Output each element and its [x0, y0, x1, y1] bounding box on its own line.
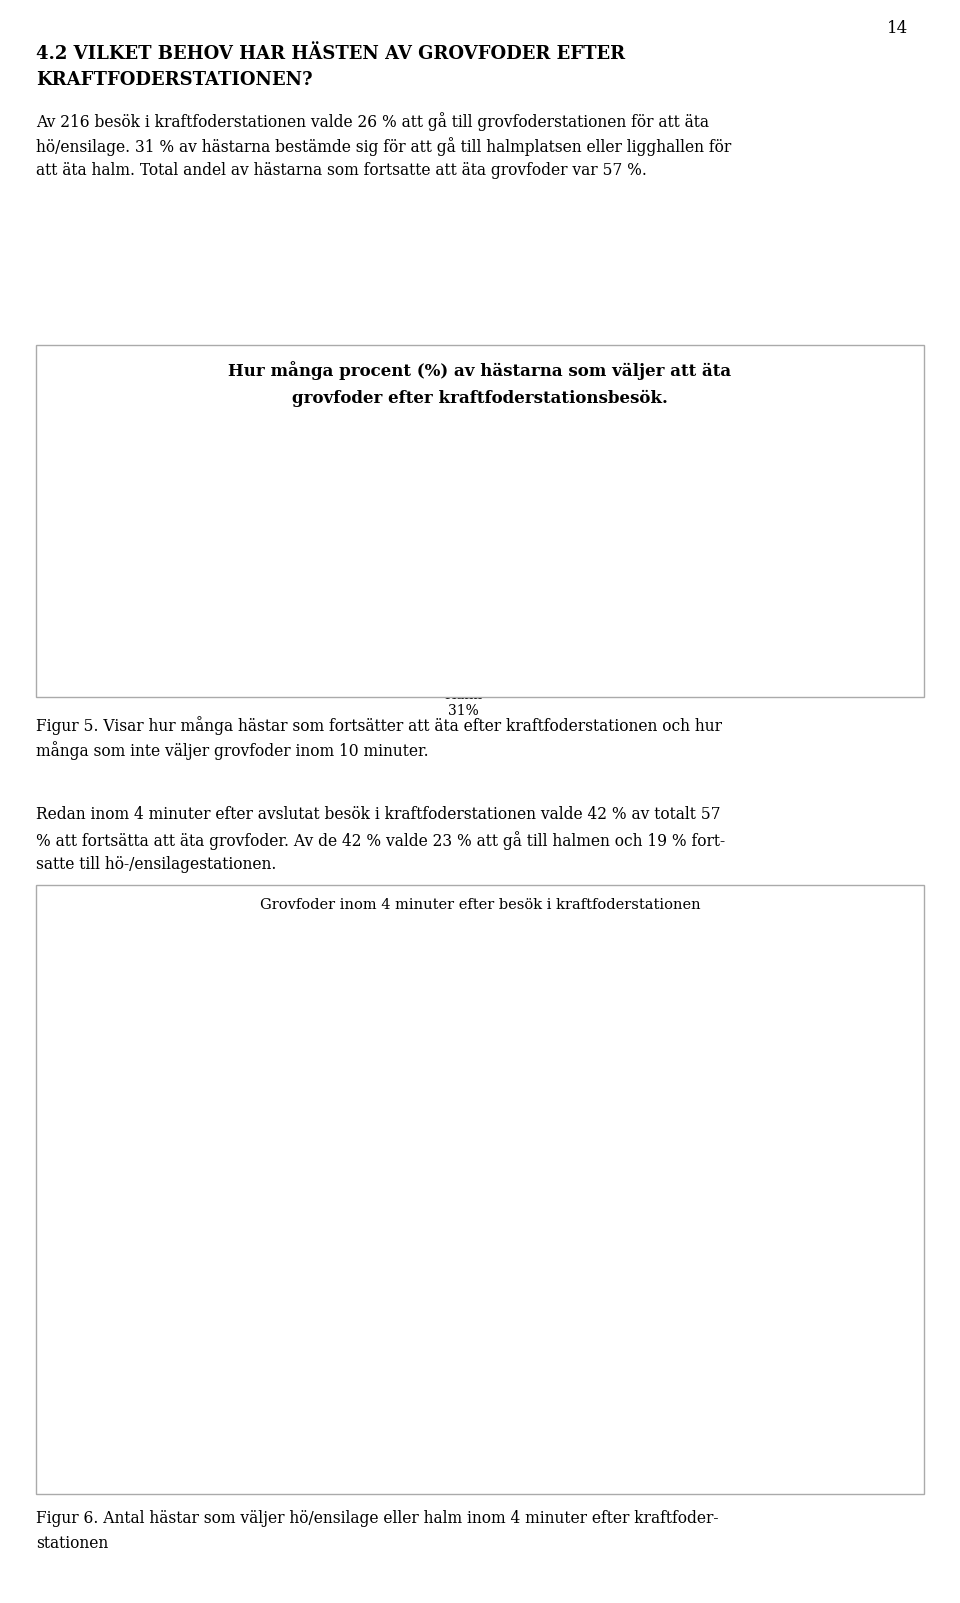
Text: satte till hö-/ensilagestationen.: satte till hö-/ensilagestationen.: [36, 856, 276, 874]
Bar: [212, 1241, 313, 1435]
Wedge shape: [368, 425, 480, 577]
Text: Övrigt
43%: Övrigt 43%: [604, 508, 648, 542]
Text: Grovfoder inom 4 minuter efter besök i kraftfoderstationen: Grovfoder inom 4 minuter efter besök i k…: [260, 898, 700, 912]
Text: Hö/ensilage
26%: Hö/ensilage 26%: [278, 454, 362, 484]
Text: stationen: stationen: [36, 1536, 108, 1552]
Text: 23%: 23%: [501, 1181, 531, 1196]
Text: 42%: 42%: [755, 987, 785, 1000]
Bar: [719, 1005, 820, 1435]
Text: Figur 5. Visar hur många hästar som fortsätter att äta efter kraftfoderstationen: Figur 5. Visar hur många hästar som fort…: [36, 717, 723, 736]
Wedge shape: [480, 425, 592, 543]
Text: Av 216 besök i kraftfoderstationen valde 26 % att gå till grovfoderstationen för: Av 216 besök i kraftfoderstationen valde…: [36, 112, 709, 131]
Text: Hur många procent (%) av hästarna som väljer att äta: Hur många procent (%) av hästarna som vä…: [228, 361, 732, 380]
Text: KRAFTFODERSTATIONEN?: KRAFTFODERSTATIONEN?: [36, 71, 313, 88]
Text: att äta halm. Total andel av hästarna som fortsatte att äta grovfoder var 57 %.: att äta halm. Total andel av hästarna so…: [36, 162, 647, 180]
Text: Halm
31%: Halm 31%: [444, 688, 482, 718]
Text: 14: 14: [887, 19, 908, 37]
Text: Figur 6. Antal hästar som väljer hö/ensilage eller halm inom 4 minuter efter kra: Figur 6. Antal hästar som väljer hö/ensi…: [36, 1510, 719, 1528]
Wedge shape: [375, 535, 592, 648]
Text: grovfoder efter kraftfoderstationsbesök.: grovfoder efter kraftfoderstationsbesök.: [292, 390, 668, 407]
Text: 19%: 19%: [247, 1221, 277, 1236]
Text: många som inte väljer grovfoder inom 10 minuter.: många som inte väljer grovfoder inom 10 …: [36, 741, 429, 760]
Text: hö/ensilage. 31 % av hästarna bestämde sig för att gå till halmplatsen eller lig: hö/ensilage. 31 % av hästarna bestämde s…: [36, 136, 732, 155]
Text: Redan inom 4 minuter efter avslutat besök i kraftfoderstationen valde 42 % av to: Redan inom 4 minuter efter avslutat besö…: [36, 806, 721, 824]
Text: 4.2 VILKET BEHOV HAR HÄSTEN AV GROVFODER EFTER: 4.2 VILKET BEHOV HAR HÄSTEN AV GROVFODER…: [36, 45, 626, 63]
Bar: [466, 1199, 566, 1435]
Text: % att fortsätta att äta grovfoder. Av de 42 % valde 23 % att gå till halmen och : % att fortsätta att äta grovfoder. Av de…: [36, 832, 726, 850]
